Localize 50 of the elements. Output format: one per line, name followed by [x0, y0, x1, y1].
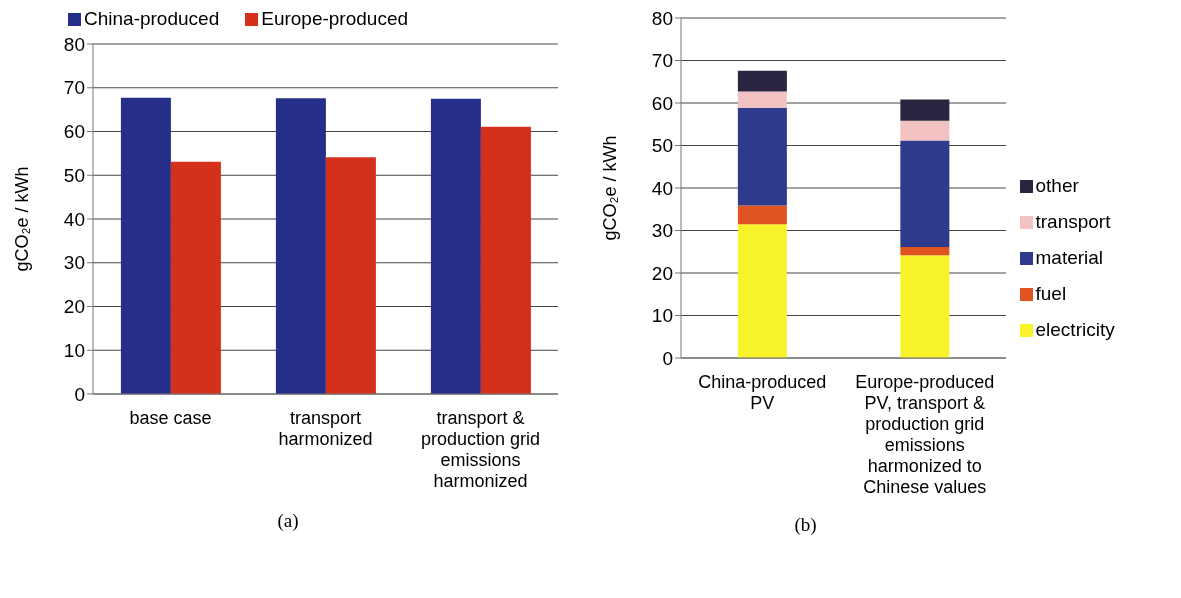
y-tick-label: 60 [651, 92, 673, 114]
y-tick-label: 70 [651, 50, 673, 72]
x-tick-label: transport & production grid emissions harmonized [420, 408, 541, 491]
y-tick-label: 40 [651, 177, 673, 199]
y-tick-label: 70 [63, 77, 85, 99]
legend-label: Europe-produced [261, 8, 409, 30]
y-tick-label: 20 [651, 262, 673, 284]
bar [325, 157, 376, 394]
x-tick-label: China-produced PV [697, 372, 826, 413]
y-tick-label: 0 [74, 383, 85, 405]
legend-label: fuel [1035, 283, 1067, 305]
text: (b) [793, 514, 818, 536]
y-axis-title: gCO₂e / kWh [12, 166, 33, 272]
y-tick-label: 30 [651, 220, 673, 242]
y-tick-label: 30 [63, 252, 85, 274]
bar [170, 161, 221, 394]
y-tick-label: 50 [63, 164, 85, 186]
bar [737, 205, 787, 225]
y-axis-title: gCO₂e / kWh [599, 135, 620, 241]
x-tick-label: transport harmonized [278, 408, 373, 449]
bar [737, 70, 787, 92]
y-tick-label: 10 [63, 339, 85, 361]
bar [737, 224, 787, 358]
y-tick-label: 80 [651, 7, 673, 29]
bar [737, 91, 787, 109]
bar [480, 126, 531, 394]
x-tick-label: Europe-produced PV, transport & production grid emissions harmonized to Chinese values [854, 372, 994, 497]
y-tick-label: 50 [651, 135, 673, 157]
text: (a) [276, 510, 300, 532]
bar [737, 108, 787, 206]
bar [899, 247, 949, 256]
y-tick-label: 60 [63, 121, 85, 143]
legend-label: transport [1035, 211, 1111, 233]
y-tick-label: 80 [63, 33, 85, 55]
y-tick-label: 10 [651, 305, 673, 327]
bar [120, 97, 171, 394]
bar [899, 99, 949, 121]
bar [275, 98, 326, 394]
legend-label: other [1035, 175, 1079, 197]
bar [430, 98, 481, 394]
y-tick-label: 0 [661, 347, 673, 369]
bar [899, 255, 949, 358]
bar [899, 120, 949, 141]
y-tick-label: 40 [63, 208, 85, 230]
bar [899, 140, 949, 248]
legend-label: China-produced [84, 8, 220, 30]
legend-label: material [1035, 247, 1104, 269]
x-tick-label: base case [129, 408, 212, 428]
y-tick-label: 20 [63, 296, 85, 318]
legend-label: electricity [1035, 319, 1115, 341]
